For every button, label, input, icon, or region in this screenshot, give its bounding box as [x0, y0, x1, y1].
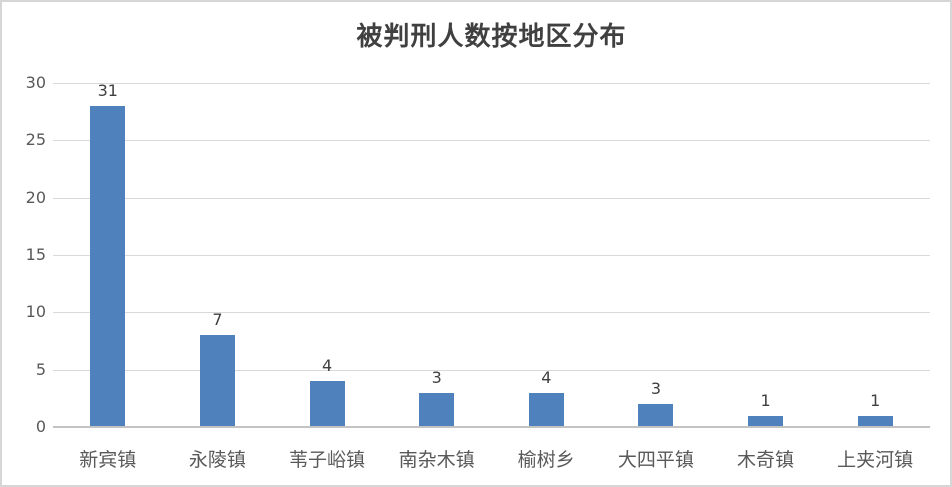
chart-title: 被判刑人数按地区分布 [356, 22, 627, 52]
bar-value-label: 1 [870, 390, 881, 410]
bar[interactable] [638, 404, 674, 427]
x-tick-label: 大四平镇 [617, 449, 694, 471]
x-tick-label: 榆树乡 [517, 449, 575, 471]
gridline [53, 255, 930, 256]
bar-value-label: 4 [321, 356, 333, 376]
bar-slot: 3 [382, 83, 492, 427]
gridline [53, 312, 930, 314]
bar-value-label: 7 [212, 310, 223, 330]
gridline [53, 140, 930, 142]
bar[interactable] [419, 392, 455, 427]
y-axis: 0 5 10 15 20 25 30 [2, 73, 46, 436]
bar[interactable] [90, 105, 126, 427]
bar[interactable] [857, 415, 893, 427]
bar-slot: 4 [272, 83, 382, 427]
bar-value-label: 4 [541, 367, 552, 387]
bar[interactable] [528, 392, 564, 427]
y-tick-label: 0 [35, 417, 46, 436]
x-tick-label: 永陵镇 [188, 449, 246, 471]
bar-value-label: 3 [431, 367, 442, 387]
x-tick-label: 南杂木镇 [398, 449, 475, 471]
bar[interactable] [199, 335, 235, 427]
y-tick-label: 5 [35, 359, 46, 379]
bar[interactable] [748, 415, 784, 427]
bar-slot: 4 [492, 83, 602, 427]
x-tick-label: 新宾镇 [79, 449, 137, 471]
plot-area: 31 7 4 3 4 3 1 1 [53, 80, 930, 428]
y-tick-label: 25 [25, 130, 46, 150]
x-tick-label: 苇子峪镇 [289, 449, 366, 471]
x-axis: 新宾镇 永陵镇 苇子峪镇 南杂木镇 榆树乡 大四平镇 木奇镇 上夹河镇 [53, 445, 930, 472]
y-tick-label: 10 [25, 302, 46, 322]
gridline [53, 83, 930, 84]
y-tick-label: 30 [25, 73, 46, 92]
x-axis-line [53, 426, 930, 428]
y-tick-label: 15 [25, 245, 46, 264]
gridline [53, 197, 930, 199]
y-tick-label: 20 [25, 187, 46, 207]
bar-value-label: 1 [760, 390, 771, 410]
gridline [53, 369, 930, 371]
bars-row: 31 7 4 3 4 3 1 1 [53, 80, 930, 427]
x-tick-label: 木奇镇 [737, 449, 795, 471]
bar-value-label: 3 [650, 379, 662, 399]
bar-slot: 31 [53, 80, 163, 427]
x-tick-label: 上夹河镇 [837, 449, 914, 471]
bar-slot: 3 [601, 83, 711, 427]
bar-value-label: 31 [97, 80, 118, 100]
bar-slot: 1 [820, 83, 930, 427]
bar[interactable] [309, 381, 345, 427]
bar-slot: 1 [711, 83, 821, 427]
bar-slot: 7 [163, 83, 273, 427]
